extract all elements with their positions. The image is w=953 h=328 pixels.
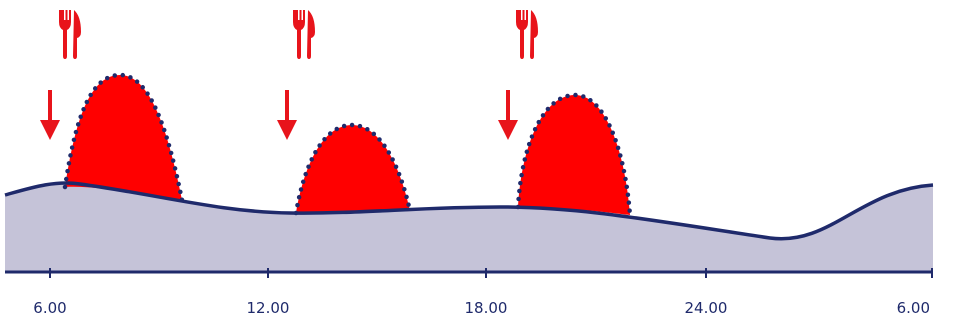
meal-peak bbox=[296, 125, 410, 214]
tick-label: 12.00 bbox=[247, 299, 290, 317]
meal-peak bbox=[518, 95, 630, 215]
meal-icon bbox=[293, 10, 315, 59]
tick-label: 6.00 bbox=[33, 299, 66, 317]
meal-arrow bbox=[40, 90, 60, 140]
tick-label: 24.00 bbox=[685, 299, 728, 317]
meal-arrow bbox=[277, 90, 297, 140]
tick-label: 18.00 bbox=[465, 299, 508, 317]
axis-ticks: 6.00 12.00 18.00 24.00 6.00 bbox=[33, 268, 933, 317]
meal-icon bbox=[516, 10, 538, 59]
tick-label: 6.00 bbox=[897, 299, 930, 317]
baseline-area bbox=[5, 182, 933, 272]
meal-arrow bbox=[498, 90, 518, 140]
peak-outlines bbox=[62, 72, 633, 218]
meal-peak bbox=[65, 75, 182, 200]
meal-icon bbox=[59, 10, 81, 59]
baseline-curve bbox=[4, 181, 934, 241]
